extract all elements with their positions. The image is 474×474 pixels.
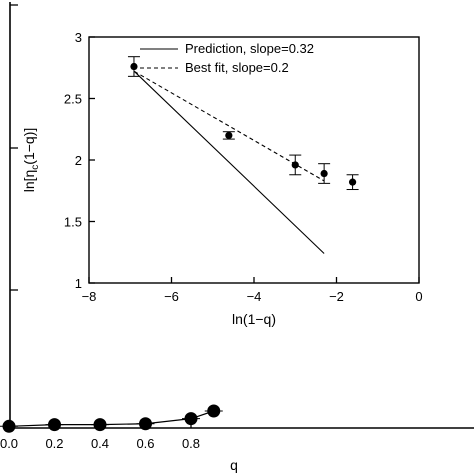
main-data-point [184,412,198,426]
inset-y-tick-label: 2.5 [64,92,82,107]
inset-y-tick-label: 2 [75,153,82,168]
main-data-point [207,404,221,418]
main-y-ticks [10,4,18,291]
inset-data-point [291,161,299,169]
inset-y-ticks: 1 1.5 2 2.5 3 [64,30,95,291]
inset-x-ticks: −8 −6 −4 −2 0 [82,277,423,304]
inset-plot: −8 −6 −4 −2 0 1 1.5 2 2.5 3 Prediction, slope=0.… [21,30,423,327]
inset-y-axis-label: ln[ηc(1−q)] [21,128,41,193]
main-x-tick-label: 0.8 [182,436,200,451]
inset-x-tick-label: 0 [415,289,422,304]
inset-x-axis-label: ln(1−q) [232,311,276,327]
inset-y-tick-label: 1.5 [64,215,82,230]
main-series [0,404,223,433]
inset-legend: Prediction, slope=0.32 Best fit, slope=0… [140,41,314,75]
inset-data-point [348,178,357,186]
inset-data-point [225,131,233,139]
inset-data-point [320,169,328,178]
legend-label-best-fit: Best fit, slope=0.2 [185,60,289,75]
inset-data-point [130,62,138,71]
main-x-tick-label: 0.4 [91,436,109,451]
main-x-axis-label: q [230,457,238,473]
inset-x-tick-label: −6 [164,289,179,304]
main-x-tick-label: 0.0 [0,436,18,451]
main-x-tick-label: 0.2 [45,436,63,451]
main-data-point [93,418,107,432]
prediction-line [133,71,325,254]
main-x-tick-label: 0.6 [136,436,154,451]
legend-label-prediction: Prediction, slope=0.32 [185,41,314,56]
inset-y-tick-label: 1 [75,276,82,291]
inset-y-tick-label: 3 [75,30,82,45]
main-data-point [48,418,61,432]
main-data-point [139,417,152,431]
inset-x-tick-label: −4 [247,289,262,304]
inset-series [127,56,359,254]
main-data-point [2,419,16,433]
inset-x-tick-label: −8 [82,289,97,304]
inset-x-tick-label: −2 [329,289,344,304]
